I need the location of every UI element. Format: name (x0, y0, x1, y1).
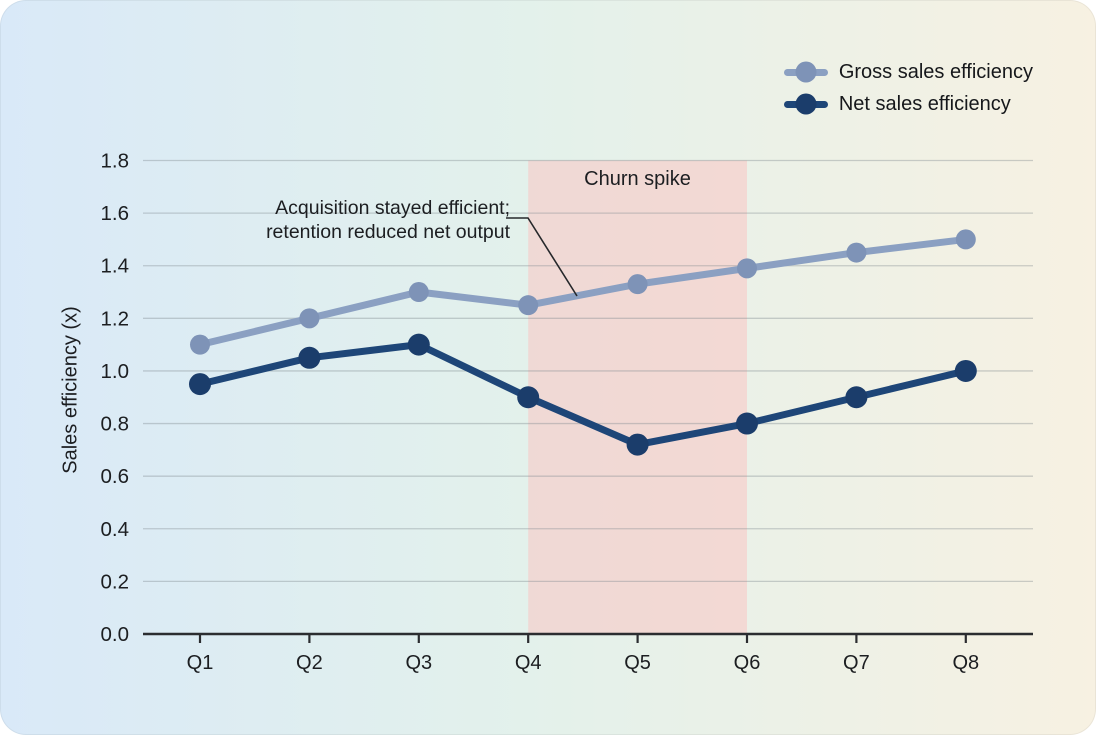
x-tick-label: Q2 (296, 652, 323, 674)
legend-dot-marker (795, 93, 817, 115)
x-tick-label: Q6 (734, 652, 761, 674)
annotation-line-1: Acquisition stayed efficient; (275, 197, 510, 219)
y-tick-label: 1.2 (101, 307, 130, 330)
y-tick-label: 0.6 (101, 465, 130, 488)
y-tick-label: 1.8 (101, 150, 130, 173)
data-point-gross (627, 274, 648, 295)
y-tick-label: 1.0 (101, 360, 130, 383)
y-axis-title: Sales efficiency (x) (59, 306, 82, 474)
y-tick-label: 1.6 (101, 202, 130, 225)
y-tick-label: 0.2 (101, 570, 130, 593)
legend: Gross sales efficiency Net sales efficien… (783, 56, 1033, 120)
legend-label: Gross sales efficiency (838, 60, 1033, 83)
x-tick-label: Q7 (843, 652, 870, 674)
x-tick-label: Q5 (624, 652, 651, 674)
y-tick-label: 0.0 (101, 623, 130, 646)
data-point-net (189, 373, 211, 396)
data-point-net (845, 386, 868, 409)
y-tick-label: 1.4 (101, 255, 130, 278)
x-tick-label: Q8 (952, 652, 979, 674)
data-point-gross (299, 308, 320, 329)
annotation-leader-line (506, 217, 578, 297)
legend-item: Gross sales efficiency (783, 56, 1033, 88)
data-point-net (736, 412, 758, 435)
data-point-net (298, 346, 321, 369)
data-point-net (954, 359, 977, 382)
data-point-gross (955, 229, 976, 250)
band-label: Churn spike (584, 168, 691, 190)
legend-label: Net sales efficiency (838, 92, 1011, 115)
legend-line-marker (783, 93, 828, 115)
data-point-gross (737, 258, 757, 279)
data-point-net (626, 433, 649, 456)
y-tick-label: 0.8 (101, 413, 130, 436)
data-point-net (517, 386, 540, 409)
x-tick-label: Q4 (515, 652, 542, 674)
annotation-line-2: retention reduced net output (266, 220, 510, 243)
legend-dot-marker (795, 61, 817, 83)
series-line-net (196, 341, 970, 449)
legend-line-marker (783, 61, 828, 83)
data-point-gross (408, 282, 429, 303)
x-tick-label: Q3 (405, 652, 432, 674)
data-point-gross (846, 242, 867, 263)
data-point-gross (518, 295, 539, 316)
y-tick-label: 0.4 (101, 518, 130, 541)
series-line-gross (196, 235, 970, 349)
data-point-net (407, 333, 430, 356)
data-point-gross (190, 334, 210, 355)
legend-item: Net sales efficiency (783, 88, 1033, 120)
annotation-text: Acquisition stayed efficient; retention … (266, 197, 510, 244)
x-tick-label: Q1 (187, 652, 214, 674)
highlight-band (528, 160, 747, 634)
